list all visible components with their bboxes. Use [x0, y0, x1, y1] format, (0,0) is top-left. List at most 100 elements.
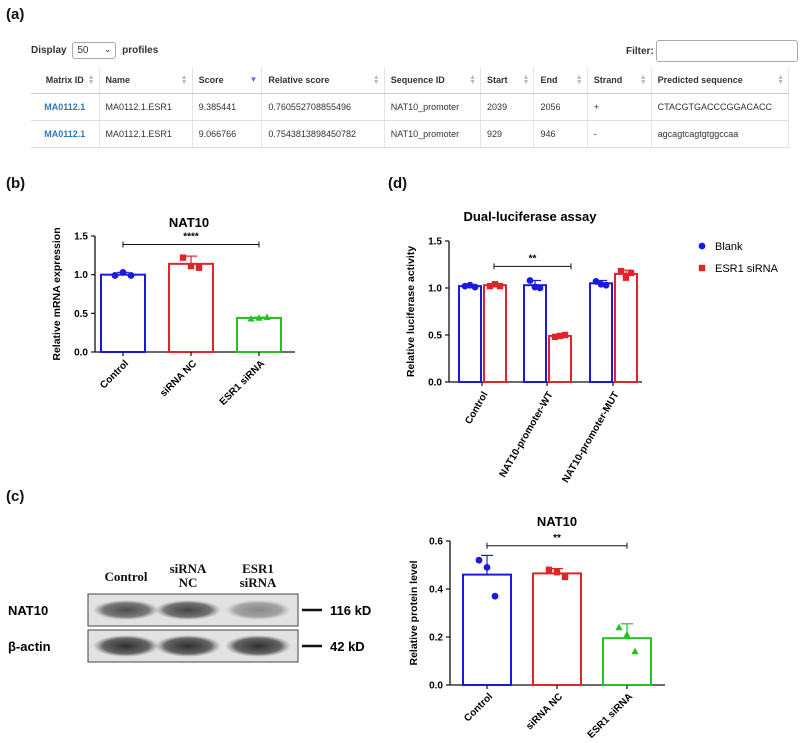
sort-icon[interactable]: ▲ ▼ [180, 74, 188, 86]
y-axis-label: Relative luciferase activity [405, 246, 417, 377]
column-header-label: Predicted sequence [657, 75, 743, 85]
data-point [622, 274, 630, 281]
column-header-strand[interactable]: Strand ▲ ▼ [587, 67, 652, 94]
bar [462, 573, 512, 686]
x-tick-label: siRNA NC [158, 358, 199, 399]
table-cell: 946 [533, 120, 588, 148]
blot-band [225, 635, 291, 657]
table-cell: 2039 [480, 93, 535, 121]
y-tick-label: 1.0 [428, 284, 442, 295]
y-tick-label: 0.4 [429, 585, 443, 596]
blot-band [93, 600, 159, 620]
table-cell: NAT10_promoter [384, 120, 482, 148]
data-point [471, 283, 479, 291]
legend-label: Blank [715, 241, 743, 253]
table-cell: agcagtcagtgtggccaa [651, 120, 790, 148]
bar [548, 334, 572, 384]
table-cell: MA0112.1.ESR1 [99, 93, 193, 121]
data-point [483, 564, 491, 571]
column-header-name[interactable]: Name ▲ ▼ [99, 67, 193, 94]
bar [236, 316, 282, 353]
data-point [496, 282, 504, 290]
column-header-score[interactable]: Score ▼ [192, 67, 263, 94]
x-tick-label: siRNA NC [524, 691, 565, 732]
y-tick-label: 0.6 [429, 537, 443, 548]
sort-icon[interactable]: ▲ ▼ [469, 74, 477, 86]
data-point [195, 264, 203, 271]
legend-marker [698, 242, 706, 250]
x-tick-label: NAT10-promoter-MUT [560, 390, 621, 485]
table-cell: 929 [480, 120, 535, 148]
display-value: 50 [77, 45, 89, 56]
column-header-relative-score[interactable]: Relative score ▲ ▼ [261, 67, 385, 94]
table-cell: 0.7543813898450782 [261, 120, 385, 148]
sort-icon[interactable]: ▲ ▼ [777, 74, 784, 86]
chart-title: NAT10 [537, 514, 577, 529]
data-point [623, 630, 631, 638]
matrix-id-link[interactable]: MA0112.1 [31, 93, 100, 121]
x-tick-label: ESR1 siRNA [218, 358, 267, 407]
table-cell: MA0112.1.ESR1 [99, 120, 193, 148]
lane-label-line: siRNA [239, 575, 277, 590]
data-point [631, 647, 639, 655]
panel-label-d: (d) [388, 175, 408, 192]
blot-image: NAT10 116 kD β-actin 42 kD [8, 593, 371, 663]
column-header-label: Name [105, 75, 131, 85]
column-header-label: Strand [593, 75, 623, 85]
data-point [602, 281, 610, 289]
bar [589, 282, 613, 383]
column-header-label: Matrix ID [45, 75, 84, 85]
column-header-matrix-id[interactable]: Matrix ID ▲ ▼ [31, 67, 100, 94]
sort-icon[interactable]: ▲ ▼ [639, 74, 647, 86]
protein-label: β-actin [8, 639, 51, 654]
data-point [615, 623, 623, 631]
x-tick-label: Control [463, 390, 490, 426]
bar [532, 572, 582, 686]
table-cell: CTACGTGACCCGGACACC [651, 93, 790, 121]
sort-icon[interactable]: ▲ ▼ [87, 74, 95, 86]
bar [483, 284, 507, 383]
column-header-label: Score [198, 75, 224, 85]
y-tick-label: 0.2 [429, 633, 443, 644]
molecular-weight-label: 116 kD [330, 603, 371, 618]
sort-descending-icon[interactable]: ▼ [249, 75, 258, 84]
column-header-predicted-sequence[interactable]: Predicted sequence ▲ ▼ [651, 67, 790, 94]
filter-input[interactable] [656, 40, 798, 62]
sort-icon[interactable]: ▲ ▼ [575, 74, 583, 86]
bar [523, 284, 547, 383]
display-select[interactable]: 50 ⌄ [72, 42, 117, 59]
significance-label: **** [183, 232, 199, 243]
x-tick-label: ESR1 siRNA [586, 691, 635, 740]
blot-band [155, 635, 221, 657]
column-header-label: Start [487, 75, 508, 85]
column-header-end[interactable]: End ▲ ▼ [533, 67, 588, 94]
sort-icon[interactable]: ▲ ▼ [522, 74, 530, 86]
panel-label-b: (b) [6, 175, 26, 192]
bar [168, 262, 214, 353]
significance-label: ** [553, 533, 561, 544]
y-tick-label: 0.0 [429, 681, 443, 692]
blot-band [93, 635, 159, 657]
data-point [247, 314, 255, 322]
data-point [553, 569, 561, 576]
column-header-label: End [540, 75, 558, 85]
molecular-weight-label: 42 kD [330, 639, 365, 654]
data-point [111, 272, 119, 279]
blot-band [225, 600, 291, 620]
lane-label-line: NC [178, 575, 198, 590]
column-header-start[interactable]: Start ▲ ▼ [480, 67, 535, 94]
y-tick-label: 0.0 [74, 348, 88, 359]
y-axis-label: Relative protein level [408, 560, 420, 665]
table-cell: + [587, 93, 652, 121]
data-point [119, 268, 127, 276]
significance-label: ** [529, 253, 537, 264]
results-table: Matrix ID ▲ ▼ Name ▲ ▼ Score ▼ Relative score ▲ ▼ S… [31, 67, 790, 148]
data-point [127, 272, 135, 279]
matrix-id-link[interactable]: MA0112.1 [31, 120, 100, 148]
data-point [263, 313, 271, 320]
display-control: Display 50 ⌄ profiles [31, 42, 158, 59]
column-header-sequence-id[interactable]: Sequence ID ▲ ▼ [384, 67, 482, 94]
sort-icon[interactable]: ▲ ▼ [372, 74, 380, 86]
chart-protein-level: NAT10 Relative protein level 0.0 0.2 0.4 0.6 C… [408, 514, 665, 741]
y-tick-label: 0.5 [74, 309, 88, 320]
